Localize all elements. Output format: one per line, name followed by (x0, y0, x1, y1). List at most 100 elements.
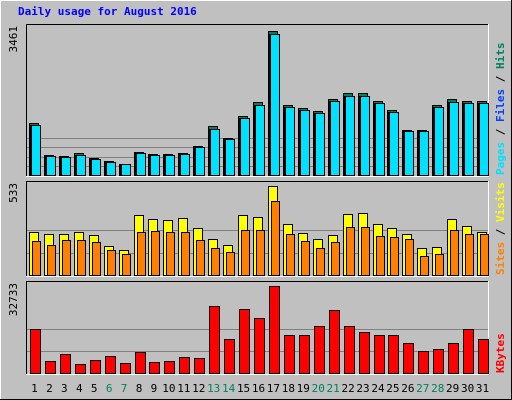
bar-pages-day-22 (345, 96, 355, 176)
bar-sites-day-5 (92, 242, 101, 276)
bar-kbytes-day-8 (135, 352, 146, 374)
bar-kbytes-day-6 (105, 356, 116, 374)
legend-hits: Hits (494, 43, 507, 70)
x-label-day-19: 19 (297, 382, 310, 395)
x-label-day-17: 17 (267, 382, 280, 395)
bar-sites-day-8 (137, 232, 146, 276)
bar-pages-day-21 (330, 101, 340, 176)
x-label-day-6: 6 (106, 382, 113, 395)
bar-kbytes-day-31 (478, 339, 489, 374)
bar-kbytes-day-30 (463, 329, 474, 374)
visits-y-max-label: 533 (7, 183, 20, 203)
bar-pages-day-3 (61, 157, 71, 176)
bar-pages-day-8 (136, 153, 146, 176)
bar-kbytes-day-20 (314, 326, 325, 374)
x-label-day-29: 29 (446, 382, 459, 395)
x-label-day-15: 15 (237, 382, 250, 395)
legend-sites: Sites (494, 242, 507, 275)
kbytes-y-max-label: 32733 (7, 283, 20, 316)
visits-legend: Sites / Visits (494, 182, 507, 275)
bar-sites-day-16 (256, 230, 265, 276)
bar-pages-day-31 (479, 103, 489, 176)
x-label-day-11: 11 (177, 382, 190, 395)
bar-sites-day-23 (361, 227, 370, 276)
visits-panel: 533 Sites / Visits (7, 181, 507, 277)
x-label-day-23: 23 (356, 382, 369, 395)
bar-sites-day-29 (450, 230, 459, 276)
x-label-day-9: 9 (151, 382, 158, 395)
chart-title: Daily usage for August 2016 (18, 5, 197, 18)
bar-pages-day-24 (375, 103, 385, 176)
x-label-day-27: 27 (416, 382, 429, 395)
bar-pages-day-28 (434, 107, 444, 176)
bar-sites-day-30 (465, 234, 474, 276)
x-label-day-21: 21 (327, 382, 340, 395)
x-label-day-13: 13 (207, 382, 220, 395)
x-label-day-28: 28 (431, 382, 444, 395)
bar-pages-day-9 (150, 155, 160, 176)
bar-kbytes-day-4 (75, 364, 86, 374)
x-label-day-16: 16 (252, 382, 265, 395)
bar-kbytes-day-27 (418, 351, 429, 374)
bar-sites-day-12 (196, 240, 205, 276)
bar-sites-day-21 (331, 242, 340, 276)
bar-pages-day-26 (404, 131, 414, 176)
legend-separator: / (494, 69, 507, 89)
x-label-day-25: 25 (386, 382, 399, 395)
bar-sites-day-1 (32, 241, 41, 276)
bar-kbytes-day-22 (344, 326, 355, 374)
bar-kbytes-day-26 (403, 343, 414, 374)
bar-pages-day-30 (464, 103, 474, 176)
bar-kbytes-day-18 (284, 335, 295, 374)
legend-pages: Pages (494, 142, 507, 175)
bar-sites-day-18 (286, 234, 295, 276)
bar-sites-day-10 (166, 232, 175, 276)
bar-pages-day-16 (255, 105, 265, 176)
x-label-day-4: 4 (76, 382, 83, 395)
bar-sites-day-17 (271, 201, 280, 276)
bar-pages-day-18 (285, 107, 295, 176)
bar-pages-day-5 (91, 159, 101, 176)
bar-pages-day-4 (76, 155, 86, 176)
bar-sites-day-25 (390, 237, 399, 276)
bar-kbytes-day-14 (224, 339, 235, 374)
bar-sites-day-22 (346, 227, 355, 276)
x-label-day-5: 5 (91, 382, 98, 395)
bar-pages-day-12 (195, 147, 205, 176)
bar-sites-day-2 (47, 245, 56, 276)
bar-kbytes-day-9 (149, 362, 160, 374)
hits-legend: Pages / Files / Hits (494, 43, 507, 176)
legend-separator: / (494, 122, 507, 142)
x-label-day-20: 20 (312, 382, 325, 395)
bar-kbytes-day-19 (299, 335, 310, 374)
bar-sites-day-20 (316, 248, 325, 276)
bar-pages-day-13 (210, 129, 220, 176)
bar-pages-day-1 (31, 125, 41, 176)
bar-kbytes-day-5 (90, 360, 101, 374)
bar-kbytes-day-17 (269, 286, 280, 374)
bar-pages-day-10 (165, 155, 175, 176)
bar-pages-day-29 (449, 102, 459, 176)
kbytes-panel: 32733 KBytes (7, 281, 507, 375)
bar-kbytes-day-7 (120, 363, 131, 374)
legend-files: Files (494, 89, 507, 122)
bar-pages-day-19 (300, 110, 310, 176)
x-label-day-24: 24 (371, 382, 385, 395)
bar-sites-day-15 (241, 230, 250, 276)
bar-kbytes-day-1 (30, 329, 41, 374)
bar-kbytes-day-3 (60, 354, 71, 374)
bar-sites-day-14 (226, 252, 235, 276)
bar-kbytes-day-25 (388, 335, 399, 374)
bar-pages-day-25 (389, 112, 399, 176)
chart-panels: 3461 Pages / Files / Hits 533 Sites / Visit… (7, 24, 507, 375)
kbytes-legend: KBytes (494, 333, 507, 373)
x-label-day-12: 12 (192, 382, 205, 395)
bar-kbytes-day-24 (374, 335, 385, 374)
bar-sites-day-27 (420, 256, 429, 276)
bar-pages-day-20 (315, 113, 325, 176)
bar-kbytes-day-15 (239, 309, 250, 374)
x-label-day-14: 14 (222, 382, 236, 395)
bar-kbytes-day-2 (45, 361, 56, 374)
legend-visits: Visits (494, 182, 507, 222)
